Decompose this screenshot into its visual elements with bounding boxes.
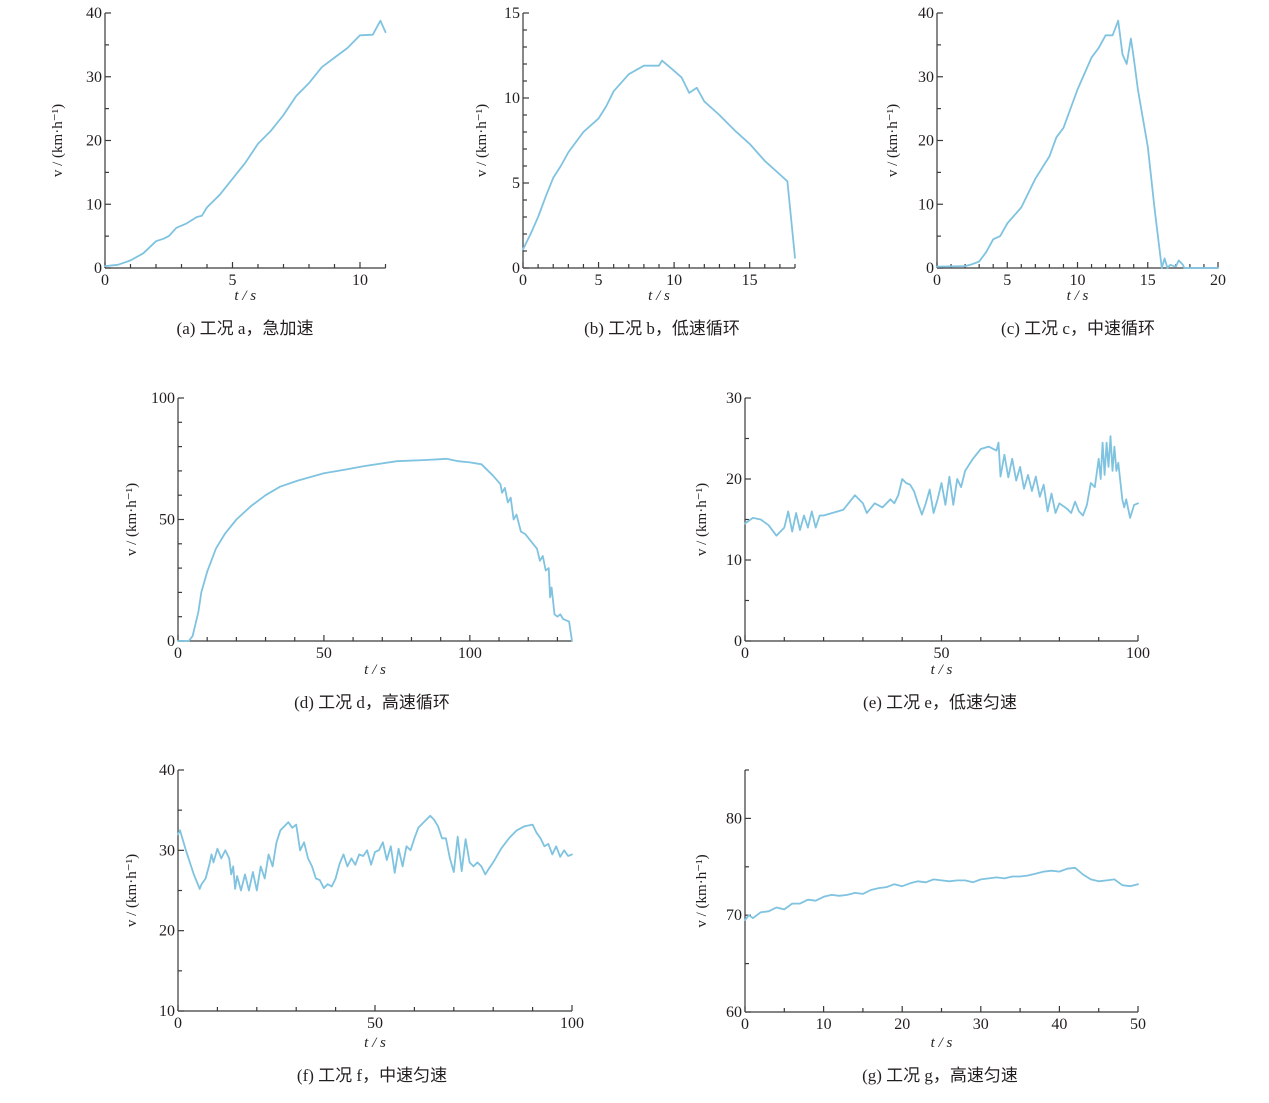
speed-series-line xyxy=(522,59,796,259)
x-tick-label: 30 xyxy=(973,1016,989,1033)
y-tick-label: 0 xyxy=(94,260,102,277)
y-tick-label: 50 xyxy=(159,512,175,529)
panel-caption: (a) 工况 a，急加速 xyxy=(177,319,314,338)
x-axis-label: t / s xyxy=(931,1035,953,1051)
y-tick-label: 10 xyxy=(726,552,742,569)
y-tick-label: 10 xyxy=(504,90,520,107)
speed-series-line xyxy=(177,457,573,642)
x-tick-label: 0 xyxy=(741,1016,749,1033)
x-tick-label: 20 xyxy=(894,1016,910,1033)
x-tick-label: 10 xyxy=(352,272,368,289)
x-tick-label: 5 xyxy=(595,272,603,289)
x-tick-label: 10 xyxy=(666,272,682,289)
speed-series-line xyxy=(936,19,1219,269)
y-tick-label: 30 xyxy=(86,69,102,86)
x-tick-label: 20 xyxy=(1210,272,1226,289)
speed-series-line xyxy=(177,814,573,892)
x-tick-label: 15 xyxy=(742,272,758,289)
y-tick-label: 20 xyxy=(86,133,102,150)
x-tick-label: 0 xyxy=(741,645,749,662)
x-tick-label: 100 xyxy=(458,645,482,662)
y-tick-label: 10 xyxy=(86,196,102,213)
panel-e: 0 50 100 0 10 20 30 t / s v / (km·h⁻¹) (e) 工况 e，低… xyxy=(694,390,1150,712)
y-tick-label: 0 xyxy=(167,633,175,650)
y-axis-label: v / (km·h⁻¹) xyxy=(694,483,710,556)
x-tick-label: 5 xyxy=(229,272,237,289)
speed-series-line xyxy=(104,19,387,267)
x-tick-label: 5 xyxy=(1003,272,1011,289)
speed-series-line xyxy=(744,866,1139,921)
x-axis-label: t / s xyxy=(931,662,953,678)
panel-b: 0 5 10 15 0 5 10 15 t / s v / (km·h⁻¹) (b) 工况 b，低速… xyxy=(474,5,796,338)
y-tick-label: 30 xyxy=(726,390,742,407)
x-axis-label: t / s xyxy=(234,288,256,304)
x-tick-label: 50 xyxy=(367,1015,383,1032)
y-tick-label: 20 xyxy=(726,471,742,488)
y-tick-label: 0 xyxy=(734,633,742,650)
y-tick-label: 15 xyxy=(504,5,520,22)
y-tick-label: 60 xyxy=(726,1004,742,1021)
x-tick-label: 10 xyxy=(1070,272,1086,289)
panel-caption: (c) 工况 c，中速循环 xyxy=(1001,319,1155,338)
speed-series-line xyxy=(744,435,1139,537)
y-axis-label: v / (km·h⁻¹) xyxy=(474,104,490,177)
y-axis-label: v / (km·h⁻¹) xyxy=(885,104,901,177)
panel-caption: (e) 工况 e，低速匀速 xyxy=(863,693,1017,712)
y-tick-label: 80 xyxy=(726,810,742,827)
x-tick-label: 50 xyxy=(316,645,332,662)
x-tick-label: 0 xyxy=(519,272,527,289)
x-axis-label: t / s xyxy=(1067,288,1089,304)
y-tick-label: 100 xyxy=(151,390,175,407)
panel-caption: (b) 工况 b，低速循环 xyxy=(584,319,740,338)
panel-caption: (d) 工况 d，高速循环 xyxy=(294,693,450,712)
panel-d: 0 50 100 0 50 100 t / s v / (km·h⁻¹) (d) 工况 d，高速… xyxy=(124,390,573,712)
x-tick-label: 0 xyxy=(933,272,941,289)
x-tick-label: 0 xyxy=(101,272,109,289)
x-tick-label: 40 xyxy=(1051,1016,1067,1033)
x-axis-label: t / s xyxy=(364,1035,386,1051)
y-tick-label: 20 xyxy=(159,923,175,940)
y-tick-label: 30 xyxy=(159,842,175,859)
y-tick-label: 40 xyxy=(159,762,175,779)
x-tick-label: 15 xyxy=(1140,272,1156,289)
y-tick-label: 40 xyxy=(918,5,934,22)
y-tick-label: 5 xyxy=(512,175,520,192)
x-tick-label: 50 xyxy=(934,645,950,662)
x-tick-label: 100 xyxy=(1126,645,1150,662)
y-tick-label: 30 xyxy=(918,69,934,86)
y-tick-label: 10 xyxy=(159,1003,175,1020)
y-tick-label: 0 xyxy=(926,260,934,277)
y-tick-label: 40 xyxy=(86,5,102,22)
y-tick-label: 10 xyxy=(918,196,934,213)
y-axis-label: v / (km·h⁻¹) xyxy=(694,854,710,927)
x-tick-label: 100 xyxy=(560,1015,584,1032)
panel-a: 0 5 10 0 10 20 30 40 t / s v / (km·h⁻¹) (a) 工况 a，急… xyxy=(50,5,387,338)
y-tick-label: 0 xyxy=(512,260,520,277)
x-tick-label: 10 xyxy=(816,1016,832,1033)
y-axis-label: v / (km·h⁻¹) xyxy=(124,854,140,927)
panel-g: 0 10 20 30 40 50 60 70 80 t / s v / (km·h⁻¹) (g) 工况… xyxy=(694,769,1146,1085)
y-axis-label: v / (km·h⁻¹) xyxy=(50,104,66,177)
y-tick-label: 70 xyxy=(726,907,742,924)
x-axis-label: t / s xyxy=(648,288,670,304)
x-tick-label: 0 xyxy=(174,1015,182,1032)
panel-caption: (f) 工况 f，中速匀速 xyxy=(297,1066,447,1085)
x-axis-label: t / s xyxy=(364,662,386,678)
y-tick-label: 20 xyxy=(918,133,934,150)
panel-f: 0 50 100 10 20 30 40 t / s v / (km·h⁻¹) (f) 工况 f，… xyxy=(124,762,584,1085)
panel-caption: (g) 工况 g，高速匀速 xyxy=(862,1066,1018,1085)
x-tick-label: 50 xyxy=(1130,1016,1146,1033)
y-axis-label: v / (km·h⁻¹) xyxy=(124,483,140,556)
x-tick-label: 0 xyxy=(174,645,182,662)
panel-c: 0 5 10 15 20 0 10 20 30 40 t / s v / (km·h⁻¹) (c) 工况… xyxy=(885,5,1226,338)
